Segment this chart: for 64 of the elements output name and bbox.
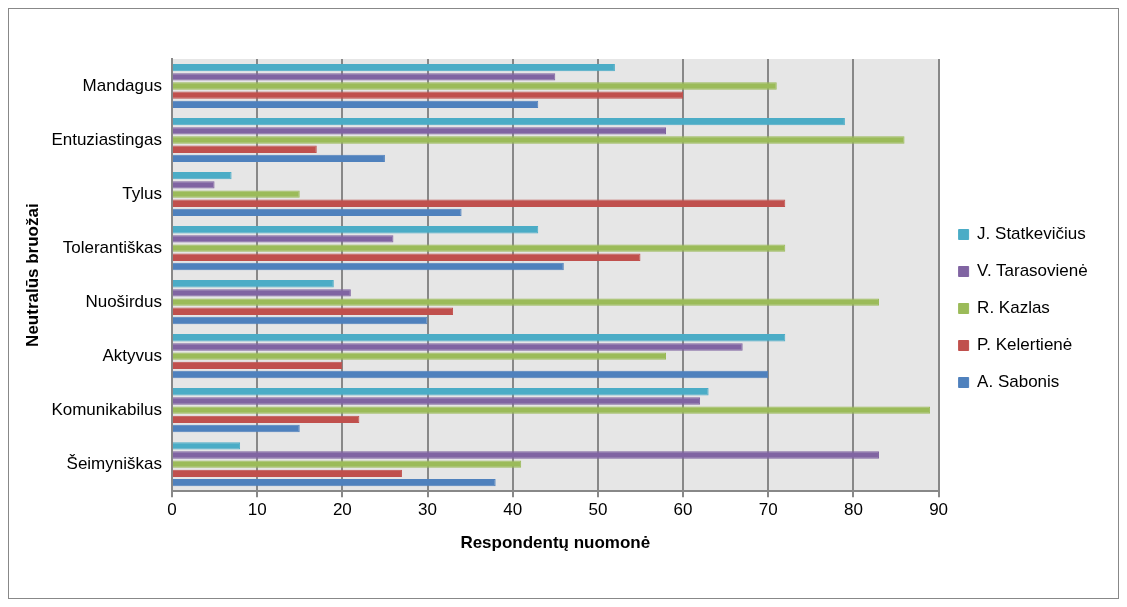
bar [172,361,343,369]
y-tick-label: Aktyvus [102,345,162,365]
x-tick-label: 70 [758,500,778,520]
bar [172,226,539,234]
bar [172,352,667,360]
bar [172,397,701,405]
y-tick-label: Šeimyniškas [66,453,162,473]
legend-label: R. Kazlas [977,298,1050,318]
y-tick-label: Tylus [122,183,162,203]
y-tick-label: Mandagus [82,75,162,95]
bar [172,442,241,450]
x-tick-label: 0 [167,500,177,520]
legend-label: V. Tarasovienė [977,261,1088,281]
bar [172,388,709,396]
bar [172,451,879,459]
bar [172,127,667,135]
bar [172,145,317,153]
bar [172,289,351,297]
bar [172,478,496,487]
bar [172,208,462,217]
bar [172,181,215,189]
bar [172,82,777,90]
bar [172,244,786,252]
y-tick-label: Entuziastingas [51,129,162,149]
x-tick-label: 90 [929,500,949,520]
x-tick-label: 60 [673,500,693,520]
y-axis-title: Neutralūs bruožai [22,203,42,347]
bar [172,235,394,243]
bar [172,154,385,163]
bar [172,424,300,433]
bar [172,172,232,180]
bar [172,136,905,144]
x-tick-label: 40 [503,500,523,520]
legend-label: P. Kelertienė [977,335,1073,355]
x-tick-label: 20 [332,500,352,520]
bar [172,118,845,126]
bar [172,199,786,207]
bar [172,343,743,351]
x-tick-label: 80 [843,500,863,520]
bar [172,307,454,315]
bar [172,253,641,261]
bar [172,316,428,325]
bar [172,406,931,414]
bar [172,415,360,424]
bar [172,334,786,342]
bar [172,63,615,72]
bar [172,469,402,478]
y-tick-label: Komunikabilus [51,399,162,419]
bar [172,298,879,306]
bar [172,370,769,379]
bar [172,100,539,109]
x-axis-title: Respondentų nuomonė [460,533,651,553]
legend-label: A. Sabonis [977,372,1060,392]
y-tick-label: Tolerantiškas [62,237,162,257]
bar [172,91,684,99]
bar [172,262,564,271]
x-tick-label: 10 [247,500,267,520]
x-tick-label: 30 [418,500,437,520]
bar [172,190,300,198]
bar [172,280,334,288]
legend-label: J. Statkevičius [977,224,1086,244]
y-tick-label: Nuoširdus [85,291,162,311]
x-tick-label: 50 [588,500,608,520]
bar [172,73,556,81]
